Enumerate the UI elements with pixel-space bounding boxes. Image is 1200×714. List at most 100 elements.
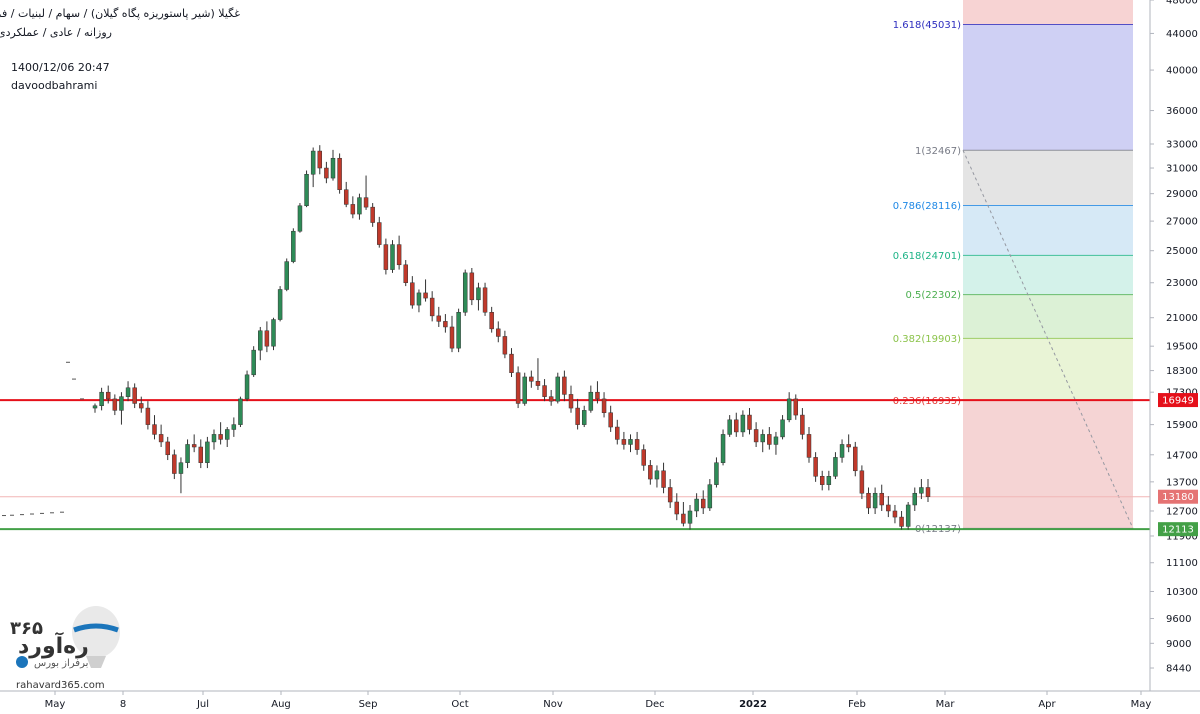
candle-body xyxy=(502,336,508,355)
candle xyxy=(238,396,243,428)
price-tag-label: 12113 xyxy=(1162,525,1194,536)
y-tick-label: 11900 xyxy=(1166,531,1198,542)
candle xyxy=(370,203,375,227)
y-tick-label: 13700 xyxy=(1166,477,1198,488)
candle xyxy=(132,383,137,409)
y-tick-label: 8440 xyxy=(1166,664,1191,675)
candle-body xyxy=(581,410,587,425)
candle-body xyxy=(720,434,726,463)
candle xyxy=(244,370,250,402)
candle-body xyxy=(165,441,170,456)
candle xyxy=(205,436,210,469)
chart-subtitle: روزانه / عادی / عملکردی xyxy=(0,26,112,39)
x-tick-label: Jul xyxy=(196,699,209,710)
y-tick-label: 19500 xyxy=(1166,342,1198,353)
fib-level-label: 0.618(24701) xyxy=(893,251,961,262)
candle-body xyxy=(324,167,329,179)
candle-body xyxy=(694,498,699,512)
candle-body xyxy=(879,492,884,506)
candle-body xyxy=(317,150,323,169)
candle xyxy=(674,493,680,521)
candle-body xyxy=(839,444,845,458)
candle xyxy=(747,408,752,435)
candle-body xyxy=(284,261,289,290)
price-tag-bg xyxy=(1158,393,1198,408)
candle-body xyxy=(608,412,613,428)
candle xyxy=(720,429,726,466)
candle xyxy=(152,415,157,440)
candle-body xyxy=(806,434,812,458)
y-tick-label: 15900 xyxy=(1166,420,1198,431)
candle xyxy=(734,412,739,437)
candle xyxy=(436,306,442,327)
candle xyxy=(687,504,693,530)
candle xyxy=(449,315,455,353)
candle xyxy=(846,434,851,453)
candle-body xyxy=(529,376,534,382)
x-tick-label: 8 xyxy=(120,699,126,710)
candle xyxy=(740,410,746,437)
candle xyxy=(410,276,415,309)
candle xyxy=(905,502,911,530)
logo-name: ره‌آورد xyxy=(18,634,89,659)
fib-zone xyxy=(963,150,1133,206)
x-tick-label: Nov xyxy=(543,699,563,710)
candle xyxy=(469,267,475,306)
candle xyxy=(654,465,660,488)
candle-body xyxy=(99,391,104,407)
candle xyxy=(773,431,779,455)
candle xyxy=(786,392,792,423)
candle xyxy=(793,394,799,420)
candle xyxy=(198,439,204,469)
candle-body xyxy=(231,424,237,430)
candle xyxy=(780,415,785,440)
y-tick-label: 9000 xyxy=(1166,639,1191,650)
y-tick-label: 12700 xyxy=(1166,506,1198,517)
candle xyxy=(621,431,627,450)
candle xyxy=(396,235,402,270)
candle xyxy=(271,317,276,351)
candle xyxy=(542,379,547,402)
candle xyxy=(218,422,223,445)
candle-body xyxy=(515,372,521,404)
candle xyxy=(403,260,408,287)
fib-level-label: 1(32467) xyxy=(915,146,961,157)
fib-zone xyxy=(963,24,1133,151)
candle-body xyxy=(872,492,878,509)
candle xyxy=(886,496,891,518)
candle xyxy=(304,170,309,208)
candle-body xyxy=(654,470,660,480)
candle xyxy=(595,381,600,404)
fibonacci-retracement[interactable]: 1.618(45031) 1(32467) 0.786(28116) 0.618(24… xyxy=(893,0,1134,535)
candle xyxy=(839,439,845,463)
candle xyxy=(476,282,481,311)
candle-body xyxy=(244,374,250,400)
candle-body xyxy=(185,444,190,463)
candle xyxy=(92,403,98,413)
candle xyxy=(211,429,217,450)
fib-zone xyxy=(963,400,1133,529)
candle-body xyxy=(542,385,547,397)
y-tick-label: 23000 xyxy=(1166,278,1198,289)
y-tick-label: 27000 xyxy=(1166,217,1198,228)
candle xyxy=(258,326,263,361)
candle xyxy=(185,439,190,469)
x-tick-label: Oct xyxy=(451,699,468,710)
candle-body xyxy=(575,407,580,425)
candle-body xyxy=(476,287,481,301)
candle xyxy=(264,321,270,353)
candle-body xyxy=(125,387,131,397)
candle-body xyxy=(800,414,805,435)
candle-body xyxy=(403,264,408,283)
candle-body xyxy=(813,457,818,477)
candle-body xyxy=(601,398,607,413)
candle xyxy=(423,279,428,302)
candle-body xyxy=(390,244,395,270)
candle xyxy=(363,175,369,210)
candle-body xyxy=(297,205,303,232)
fib-zone-extension xyxy=(963,0,1133,25)
candle xyxy=(833,452,838,480)
candle xyxy=(496,321,501,343)
candle-body xyxy=(535,380,541,386)
